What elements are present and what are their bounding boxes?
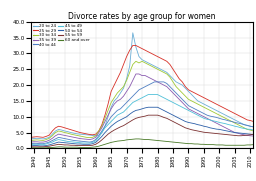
Line: 45 to 49: 45 to 49 bbox=[31, 94, 253, 145]
20 to 24 bbox=[233, 119, 237, 121]
60 and over bbox=[134, 138, 137, 140]
20 to 24 bbox=[131, 32, 134, 34]
25 to 29 bbox=[144, 49, 147, 51]
40 to 44 bbox=[141, 87, 144, 89]
45 to 49 bbox=[252, 129, 255, 131]
55 to 59 bbox=[218, 133, 221, 135]
45 to 49 bbox=[103, 127, 106, 129]
55 to 59 bbox=[29, 146, 32, 148]
60 and over bbox=[29, 147, 32, 149]
Legend: 20 to 24, 25 to 29, 30 to 34, 35 to 39, 40 to 44, 45 to 49, 50 to 54, 55 to 59, : 20 to 24, 25 to 29, 30 to 34, 35 to 39, … bbox=[33, 24, 90, 47]
35 to 39 bbox=[144, 75, 147, 77]
45 to 49 bbox=[79, 142, 82, 144]
20 to 24 bbox=[79, 133, 82, 135]
Line: 50 to 54: 50 to 54 bbox=[31, 107, 253, 146]
25 to 29 bbox=[29, 136, 32, 138]
45 to 49 bbox=[29, 144, 32, 146]
55 to 59 bbox=[141, 116, 144, 118]
40 to 44 bbox=[103, 125, 106, 127]
60 and over bbox=[233, 144, 237, 146]
50 to 54 bbox=[218, 128, 221, 131]
Line: 55 to 59: 55 to 59 bbox=[31, 115, 253, 147]
25 to 29 bbox=[218, 105, 221, 107]
25 to 29 bbox=[103, 114, 106, 116]
25 to 29 bbox=[233, 112, 237, 115]
45 to 49 bbox=[147, 93, 150, 96]
40 to 44 bbox=[224, 119, 227, 121]
35 to 39 bbox=[218, 124, 221, 126]
20 to 24 bbox=[224, 114, 227, 116]
60 and over bbox=[103, 143, 106, 145]
50 to 54 bbox=[141, 108, 144, 110]
30 to 34 bbox=[79, 135, 82, 137]
30 to 34 bbox=[144, 62, 147, 64]
40 to 44 bbox=[233, 121, 237, 123]
30 to 34 bbox=[134, 60, 137, 62]
50 to 54 bbox=[29, 145, 32, 147]
Line: 40 to 44: 40 to 44 bbox=[31, 82, 253, 144]
45 to 49 bbox=[141, 97, 144, 99]
55 to 59 bbox=[147, 114, 150, 116]
50 to 54 bbox=[79, 143, 82, 145]
35 to 39 bbox=[134, 73, 137, 75]
25 to 29 bbox=[79, 131, 82, 134]
50 to 54 bbox=[103, 131, 106, 134]
50 to 54 bbox=[252, 133, 255, 136]
30 to 34 bbox=[103, 117, 106, 119]
20 to 24 bbox=[252, 126, 255, 128]
35 to 39 bbox=[79, 138, 82, 140]
35 to 39 bbox=[224, 127, 227, 129]
Line: 35 to 39: 35 to 39 bbox=[31, 74, 253, 142]
55 to 59 bbox=[103, 136, 106, 138]
60 and over bbox=[144, 138, 147, 141]
30 to 34 bbox=[29, 139, 32, 142]
Title: Divorce rates by age group for women: Divorce rates by age group for women bbox=[68, 12, 216, 21]
50 to 54 bbox=[224, 130, 227, 132]
25 to 29 bbox=[252, 120, 255, 123]
60 and over bbox=[224, 144, 227, 146]
55 to 59 bbox=[233, 134, 237, 136]
45 to 49 bbox=[233, 125, 237, 127]
45 to 49 bbox=[218, 121, 221, 123]
40 to 44 bbox=[79, 140, 82, 142]
45 to 49 bbox=[224, 123, 227, 125]
60 and over bbox=[218, 144, 221, 146]
20 to 24 bbox=[103, 125, 106, 127]
30 to 34 bbox=[224, 117, 227, 119]
50 to 54 bbox=[147, 106, 150, 108]
20 to 24 bbox=[144, 60, 147, 62]
35 to 39 bbox=[252, 135, 255, 137]
55 to 59 bbox=[252, 133, 255, 135]
20 to 24 bbox=[29, 138, 32, 140]
60 and over bbox=[252, 144, 255, 146]
30 to 34 bbox=[252, 130, 255, 132]
Line: 30 to 34: 30 to 34 bbox=[31, 61, 253, 140]
40 to 44 bbox=[218, 117, 221, 119]
25 to 29 bbox=[224, 108, 227, 110]
35 to 39 bbox=[233, 131, 237, 134]
Line: 60 and over: 60 and over bbox=[31, 139, 253, 148]
20 to 24 bbox=[218, 111, 221, 113]
30 to 34 bbox=[233, 122, 237, 124]
35 to 39 bbox=[103, 120, 106, 123]
40 to 44 bbox=[153, 81, 156, 83]
40 to 44 bbox=[252, 126, 255, 128]
Line: 25 to 29: 25 to 29 bbox=[31, 45, 253, 137]
50 to 54 bbox=[233, 131, 237, 134]
Line: 20 to 24: 20 to 24 bbox=[31, 33, 253, 139]
55 to 59 bbox=[79, 144, 82, 147]
40 to 44 bbox=[29, 143, 32, 145]
60 and over bbox=[79, 146, 82, 149]
55 to 59 bbox=[224, 133, 227, 136]
35 to 39 bbox=[29, 141, 32, 143]
30 to 34 bbox=[218, 114, 221, 116]
25 to 29 bbox=[131, 44, 134, 47]
